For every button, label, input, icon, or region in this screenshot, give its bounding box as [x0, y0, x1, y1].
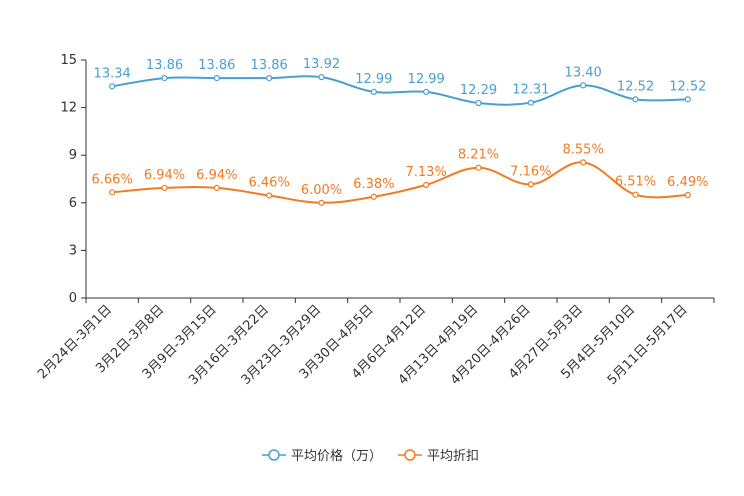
data-label: 13.34 — [94, 66, 131, 81]
data-point — [109, 83, 116, 90]
data-point — [318, 74, 325, 81]
data-point — [161, 184, 168, 191]
y-tick-label: 3 — [69, 243, 77, 258]
data-label: 6.94% — [196, 168, 237, 183]
data-point — [684, 191, 691, 199]
data-point — [213, 74, 220, 82]
series-0: 13.34 13.86 13.86 13.86 13.92 12.99 12.99 12.29… — [94, 57, 706, 107]
data-label: 13.40 — [565, 65, 602, 80]
data-point — [161, 74, 168, 82]
data-label: 8.21% — [458, 148, 499, 163]
legend-label: 平均价格（万） — [291, 448, 382, 464]
data-point — [370, 193, 377, 200]
data-label: 13.86 — [146, 58, 183, 73]
data-point — [632, 191, 639, 198]
data-label: 12.29 — [460, 83, 497, 98]
data-point — [266, 74, 273, 82]
data-point — [318, 199, 325, 206]
data-point — [580, 82, 587, 89]
data-point — [213, 184, 220, 191]
data-point — [266, 192, 273, 199]
legend-label: 平均折扣 — [427, 449, 479, 464]
y-tick-label: 15 — [60, 53, 77, 68]
data-label: 6.38% — [353, 177, 394, 192]
data-label: 6.49% — [667, 175, 708, 190]
data-point — [475, 164, 482, 171]
data-label: 6.94% — [144, 168, 185, 183]
y-tick-label: 12 — [60, 101, 77, 116]
data-point — [109, 189, 116, 196]
data-label: 12.31 — [512, 83, 549, 98]
data-label: 7.16% — [510, 164, 551, 179]
data-point — [632, 96, 639, 103]
data-label: 13.86 — [251, 58, 288, 73]
data-label: 6.66% — [92, 172, 133, 187]
data-label: 6.00% — [301, 183, 342, 198]
legend-marker — [268, 449, 280, 461]
data-label: 13.86 — [198, 58, 235, 73]
series-1: 6.66% 6.94% 6.94% 6.46% 6.00% 6.38% 7.13% 8.21%… — [92, 142, 708, 206]
data-label: 8.55% — [563, 142, 604, 157]
legend-marker — [404, 449, 416, 461]
data-point — [527, 99, 534, 106]
data-point — [370, 88, 377, 95]
series-line — [112, 75, 688, 106]
data-point — [423, 88, 430, 95]
legend-item-1: 平均折扣 — [398, 449, 479, 464]
y-tick-label: 6 — [69, 196, 77, 211]
data-label: 6.51% — [615, 175, 656, 190]
y-tick-label: 0 — [69, 291, 77, 306]
y-tick-label: 9 — [69, 148, 77, 163]
data-point — [684, 96, 691, 103]
data-label: 12.52 — [669, 79, 706, 94]
legend: 平均价格（万） 平均折扣 — [262, 448, 479, 464]
data-label: 6.46% — [249, 176, 290, 191]
legend-item-0: 平均价格（万） — [262, 448, 382, 464]
data-point — [475, 99, 482, 107]
data-label: 13.92 — [303, 57, 340, 72]
data-point — [423, 181, 430, 188]
data-point — [527, 181, 534, 188]
data-point — [580, 159, 587, 166]
x-axis-ticks: 2月24日-3月1日3月2日-3月8日3月9日-3月15日3月16日-3月22日… — [35, 298, 715, 388]
data-label: 12.99 — [408, 72, 445, 87]
y-axis-ticks: 0 3 6 9 12 15 — [60, 53, 86, 306]
series-layer: 13.34 13.86 13.86 13.86 13.92 12.99 12.99 12.29… — [92, 57, 708, 206]
data-label: 12.52 — [617, 79, 654, 94]
data-label: 12.99 — [355, 72, 392, 87]
data-label: 7.13% — [406, 165, 447, 180]
